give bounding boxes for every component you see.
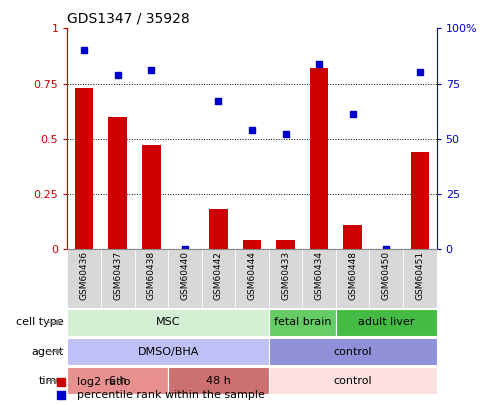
Bar	[108, 117, 127, 249]
FancyBboxPatch shape	[202, 249, 235, 308]
Text: GSM60448: GSM60448	[348, 251, 357, 300]
Text: time: time	[38, 376, 64, 386]
Text: fetal brain: fetal brain	[273, 318, 331, 327]
FancyBboxPatch shape	[101, 249, 135, 308]
Bar	[75, 88, 93, 249]
FancyBboxPatch shape	[336, 309, 437, 336]
FancyBboxPatch shape	[67, 338, 269, 365]
FancyBboxPatch shape	[302, 249, 336, 308]
FancyBboxPatch shape	[336, 249, 369, 308]
Point	[382, 246, 390, 252]
Bar	[276, 240, 295, 249]
Bar	[142, 145, 161, 249]
Bar	[343, 225, 362, 249]
FancyBboxPatch shape	[403, 249, 437, 308]
FancyBboxPatch shape	[67, 367, 168, 394]
Text: DMSO/BHA: DMSO/BHA	[137, 347, 199, 356]
Text: GSM60442: GSM60442	[214, 251, 223, 300]
Text: GSM60451: GSM60451	[415, 251, 424, 300]
Text: GDS1347 / 35928: GDS1347 / 35928	[67, 12, 190, 26]
Text: GSM60438: GSM60438	[147, 251, 156, 300]
Point	[181, 246, 189, 252]
FancyBboxPatch shape	[67, 249, 101, 308]
FancyBboxPatch shape	[269, 309, 336, 336]
Text: GSM60440: GSM60440	[180, 251, 189, 300]
Point	[349, 111, 357, 118]
FancyBboxPatch shape	[369, 249, 403, 308]
FancyBboxPatch shape	[235, 249, 269, 308]
Bar	[310, 68, 328, 249]
Bar	[243, 240, 261, 249]
Text: GSM60450: GSM60450	[382, 251, 391, 300]
Point	[248, 127, 256, 133]
Text: 6 h: 6 h	[109, 376, 127, 386]
Text: cell type: cell type	[16, 318, 64, 327]
Text: agent: agent	[31, 347, 64, 356]
Point	[80, 47, 88, 53]
Text: control: control	[333, 376, 372, 386]
Bar	[209, 209, 228, 249]
Point	[114, 71, 122, 78]
Point	[147, 67, 155, 74]
Point	[215, 98, 223, 104]
Text: GSM60436: GSM60436	[80, 251, 89, 300]
FancyBboxPatch shape	[168, 249, 202, 308]
FancyBboxPatch shape	[168, 367, 269, 394]
FancyBboxPatch shape	[269, 367, 437, 394]
Bar	[411, 152, 429, 249]
Text: MSC: MSC	[156, 318, 180, 327]
Text: GSM60434: GSM60434	[315, 251, 324, 300]
Text: control: control	[333, 347, 372, 356]
Point	[281, 131, 289, 138]
Text: 48 h: 48 h	[206, 376, 231, 386]
FancyBboxPatch shape	[135, 249, 168, 308]
Text: GSM60444: GSM60444	[248, 251, 256, 300]
FancyBboxPatch shape	[269, 338, 437, 365]
Legend: log2 ratio, percentile rank within the sample: log2 ratio, percentile rank within the s…	[45, 372, 269, 405]
Text: GSM60433: GSM60433	[281, 251, 290, 300]
FancyBboxPatch shape	[269, 249, 302, 308]
Text: adult liver: adult liver	[358, 318, 415, 327]
Point	[315, 60, 323, 67]
Text: GSM60437: GSM60437	[113, 251, 122, 300]
Point	[416, 69, 424, 76]
FancyBboxPatch shape	[67, 309, 269, 336]
